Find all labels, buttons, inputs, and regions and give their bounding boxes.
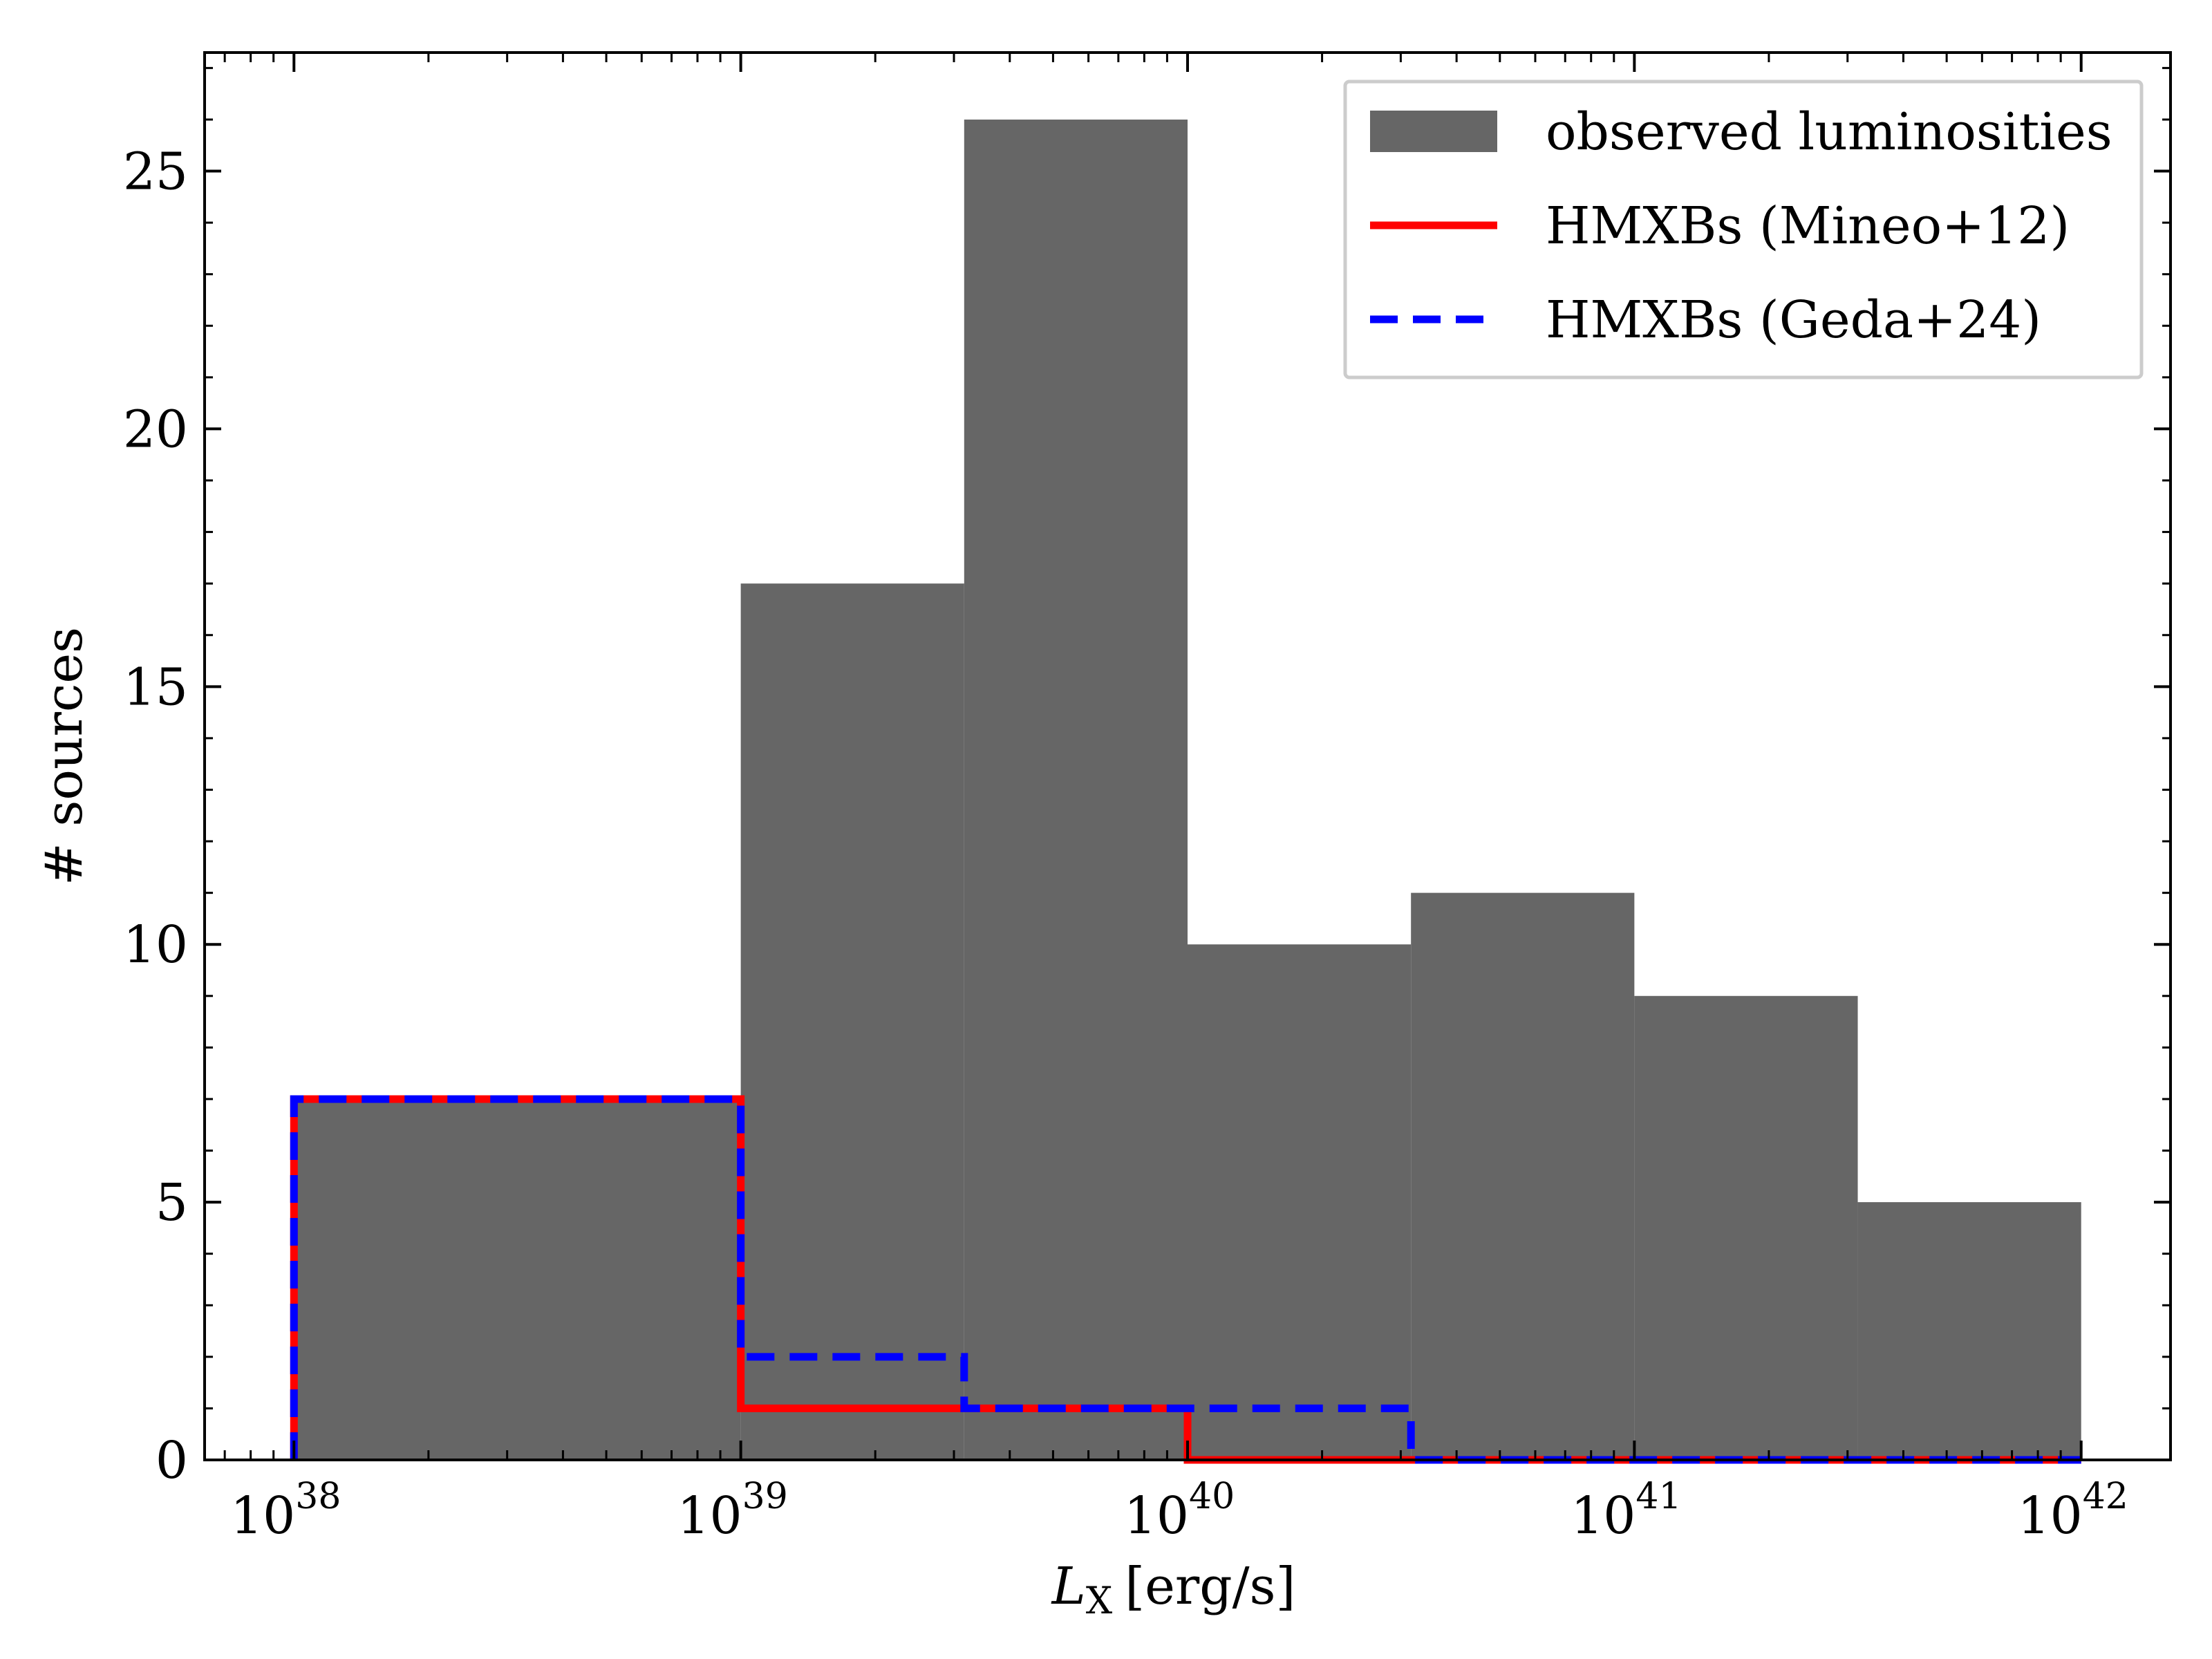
x-tick-base: 10 bbox=[1124, 1486, 1189, 1546]
x-tick-base: 10 bbox=[2018, 1486, 2083, 1546]
legend-label-1: HMXBs (Mineo+12) bbox=[1546, 196, 2070, 256]
x-tick-label-1: 1039 bbox=[677, 1476, 787, 1546]
x-tick-label-0: 1038 bbox=[230, 1476, 341, 1546]
x-tick-base: 10 bbox=[677, 1486, 742, 1546]
step-line-2 bbox=[290, 1095, 2081, 1464]
x-tick-base: 10 bbox=[1571, 1486, 1635, 1546]
y-tick-label-4: 20 bbox=[123, 400, 188, 459]
legend-swatch-0 bbox=[1370, 111, 1497, 152]
legend-box bbox=[1343, 79, 2144, 379]
legend-label-0: observed luminosities bbox=[1546, 102, 2112, 162]
y-tick-label-3: 15 bbox=[123, 657, 188, 717]
ticks bbox=[205, 53, 2171, 1461]
y-axis-label: # sources bbox=[35, 627, 94, 885]
y-tick-label-5: 25 bbox=[123, 142, 188, 202]
x-axis-symbol: L bbox=[1051, 1557, 1086, 1616]
x-tick-exp: 40 bbox=[1189, 1476, 1235, 1517]
x-axis-subscript: X bbox=[1086, 1579, 1113, 1622]
x-axis-label: LX [erg/s] bbox=[1051, 1557, 1296, 1622]
x-tick-exp: 38 bbox=[295, 1476, 341, 1517]
x-tick-exp: 42 bbox=[2083, 1476, 2128, 1517]
x-tick-exp: 41 bbox=[1635, 1476, 1681, 1517]
x-tick-label-3: 1041 bbox=[1571, 1476, 1681, 1546]
bar-5 bbox=[1634, 995, 1858, 1460]
bar-2 bbox=[964, 119, 1188, 1460]
bar-4 bbox=[1411, 892, 1635, 1460]
x-tick-base: 10 bbox=[230, 1486, 295, 1546]
x-axis-unit: [erg/s] bbox=[1125, 1557, 1295, 1616]
histogram-bars bbox=[294, 119, 2081, 1461]
y-tick-label-1: 5 bbox=[156, 1173, 188, 1232]
legend[interactable]: observed luminosities HMXBs (Mineo+12) HMX… bbox=[1343, 79, 2144, 379]
bar-1 bbox=[740, 583, 964, 1461]
bar-6 bbox=[1857, 1202, 2081, 1460]
legend-label-2: HMXBs (Geda+24) bbox=[1546, 290, 2041, 350]
y-tick-label-0: 0 bbox=[156, 1431, 188, 1490]
x-tick-label-2: 1040 bbox=[1124, 1476, 1235, 1546]
x-tick-label-4: 1042 bbox=[2018, 1476, 2128, 1546]
x-tick-exp: 39 bbox=[742, 1476, 788, 1517]
y-tick-label-2: 10 bbox=[123, 915, 188, 975]
bar-0 bbox=[294, 1098, 741, 1460]
bar-3 bbox=[1188, 944, 1412, 1460]
